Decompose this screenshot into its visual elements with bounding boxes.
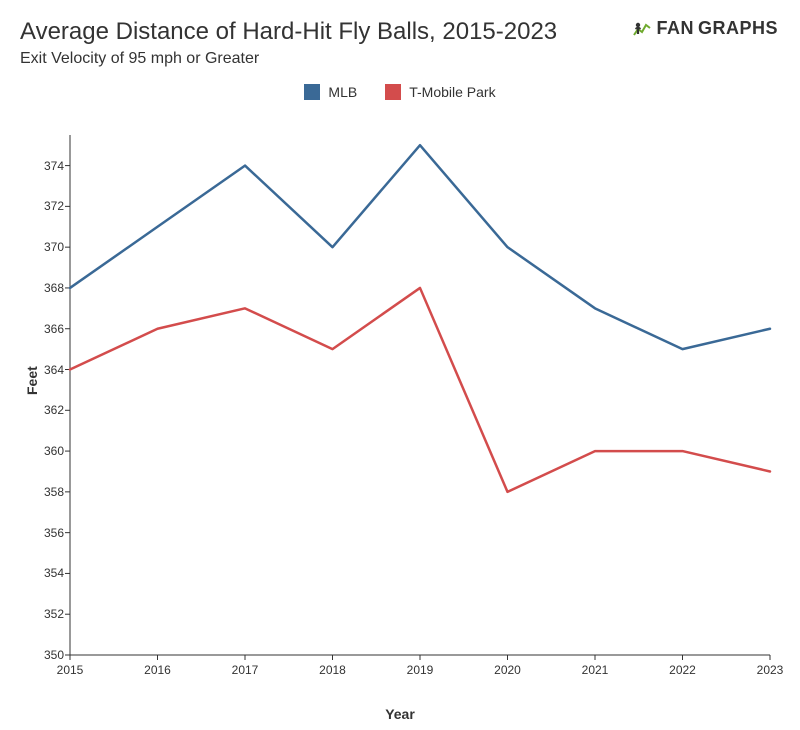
y-tick-label: 374 [44,159,70,173]
legend-swatch [385,84,401,100]
brand-logo: FANGRAPHS [632,18,778,39]
x-tick-label: 2022 [669,655,696,677]
y-tick-label: 364 [44,363,70,377]
y-tick-label: 354 [44,566,70,580]
fangraphs-icon [632,19,652,39]
y-tick-label: 370 [44,240,70,254]
x-tick-label: 2019 [407,655,434,677]
series-line [70,288,770,492]
legend-item: T-Mobile Park [385,84,495,100]
y-tick-label: 358 [44,485,70,499]
x-tick-label: 2017 [232,655,259,677]
y-tick-label: 352 [44,607,70,621]
y-tick-label: 360 [44,444,70,458]
x-tick-label: 2023 [757,655,784,677]
x-tick-label: 2021 [582,655,609,677]
legend-item: MLB [304,84,357,100]
y-tick-label: 356 [44,526,70,540]
x-axis-label: Year [0,706,800,722]
x-tick-label: 2020 [494,655,521,677]
y-tick-label: 368 [44,281,70,295]
y-tick-label: 372 [44,199,70,213]
brand-text-left: FAN [656,18,694,39]
y-tick-label: 366 [44,322,70,336]
x-tick-label: 2018 [319,655,346,677]
y-tick-label: 362 [44,403,70,417]
legend-label: T-Mobile Park [409,84,495,100]
y-axis-label: Feet [24,366,40,395]
legend: MLB T-Mobile Park [20,84,780,100]
chart-subtitle: Exit Velocity of 95 mph or Greater [20,50,780,68]
x-tick-label: 2015 [57,655,84,677]
chart-container: FANGRAPHS Average Distance of Hard-Hit F… [0,0,800,730]
axis-lines [70,135,770,655]
plot-svg [70,135,770,655]
x-tick-label: 2016 [144,655,171,677]
legend-label: MLB [328,84,357,100]
brand-text-right: GRAPHS [698,18,778,39]
series-line [70,145,770,349]
plot-area: 3503523543563583603623643663683703723742… [70,135,770,655]
legend-swatch [304,84,320,100]
